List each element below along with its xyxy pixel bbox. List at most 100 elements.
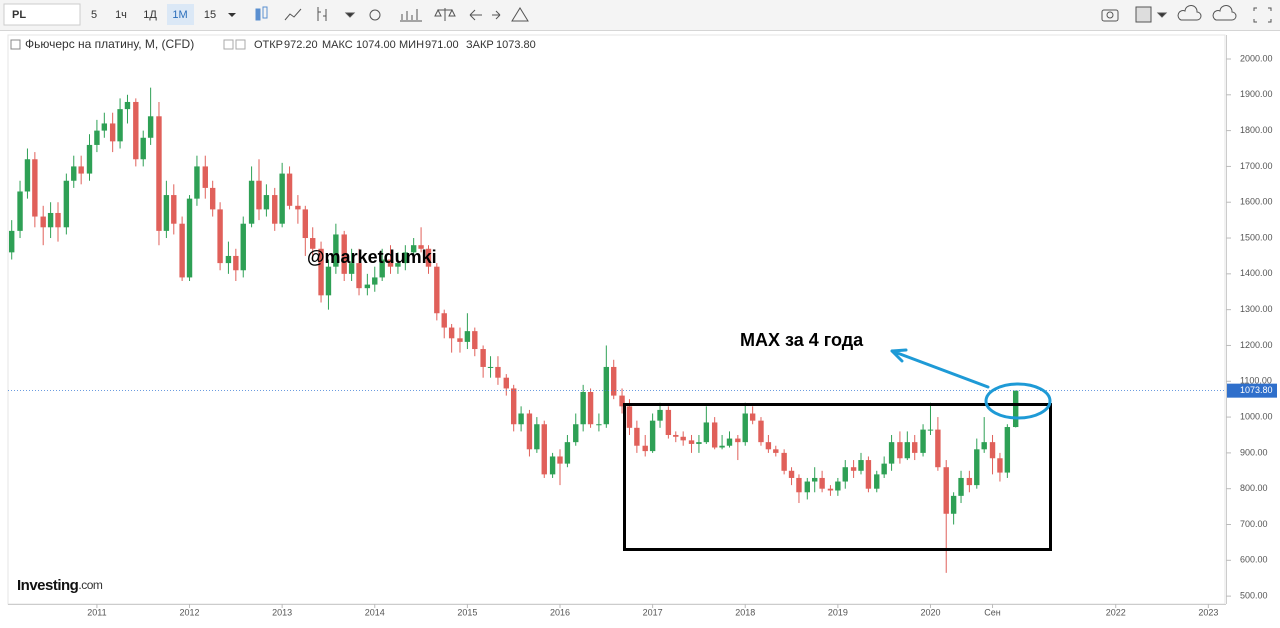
candle-body: [897, 442, 903, 459]
candle-body: [233, 255, 239, 271]
candle-body: [804, 481, 810, 493]
candle-body: [742, 413, 748, 443]
candle-body: [256, 180, 262, 210]
candle-body: [472, 331, 478, 350]
price-tag-label: 1073.80: [1240, 385, 1273, 395]
candle-body: [989, 442, 996, 459]
candle-body: [735, 438, 741, 443]
logo: Investing.com: [17, 577, 103, 594]
candle-body: [163, 195, 170, 231]
dropdown-icon[interactable]: [228, 13, 236, 17]
candle-body: [295, 205, 301, 210]
candle-body: [348, 263, 355, 274]
symbol[interactable]: PL: [12, 9, 26, 21]
ohlc-value: 972.20: [284, 39, 318, 51]
ohlc-value: 1073.80: [496, 39, 536, 51]
candle-body: [9, 230, 15, 253]
candle-body: [881, 463, 887, 475]
toolbar-icons: [255, 5, 1272, 23]
x-tick-label: 2017: [643, 607, 663, 617]
y-tick-label: 1200.00: [1240, 340, 1273, 350]
candle-body: [286, 173, 293, 206]
candle-body: [32, 159, 38, 217]
y-tick-label: 1800.00: [1240, 125, 1273, 135]
candle-body: [526, 413, 533, 450]
candle-body: [888, 442, 895, 464]
interval[interactable]: 1ч: [115, 9, 127, 21]
y-tick-label: 1600.00: [1240, 197, 1273, 207]
candle-body: [835, 481, 841, 491]
candle-body: [850, 467, 857, 471]
candle-body: [673, 434, 679, 437]
logo-name: Investing: [17, 577, 79, 594]
candle-body: [341, 234, 347, 274]
y-tick-label: 2000.00: [1240, 53, 1273, 63]
candle-body: [63, 180, 70, 228]
candle-body: [904, 442, 911, 459]
plot-frame: [7, 34, 1226, 605]
price-tag: [1227, 383, 1277, 398]
candle-body: [564, 442, 571, 464]
candle-body: [827, 488, 834, 491]
candle-body: [325, 266, 332, 296]
candle-body: [156, 116, 162, 231]
interval[interactable]: 15: [204, 9, 216, 21]
candle-body: [696, 442, 702, 444]
candle-body: [796, 477, 802, 493]
plot-area: 500.00 600.00 700.00 800.00 900.00 1000.00 110…: [8, 53, 1273, 617]
ohlc-label: МАКС: [322, 39, 353, 51]
ohlc-label: ОТКР: [254, 39, 283, 51]
candle-body: [40, 216, 46, 228]
candle-body: [425, 248, 432, 267]
logo-suffix: .com: [78, 578, 103, 592]
toolbar: [0, 0, 1280, 30]
candle-body: [101, 123, 108, 131]
candle-body: [387, 259, 394, 267]
candle-body: [318, 248, 324, 296]
interval[interactable]: 5: [91, 9, 97, 21]
candle-body: [865, 460, 872, 489]
arrow: [890, 348, 990, 389]
candle-body: [749, 413, 756, 421]
candle-body: [603, 366, 610, 425]
collapse-icon[interactable]: [10, 39, 21, 50]
candle-body: [788, 470, 795, 478]
watermark: @marketdumki: [307, 247, 437, 267]
candle-body: [842, 467, 848, 482]
candle-body: [194, 166, 200, 199]
candle-body: [240, 223, 246, 271]
candle-body: [71, 166, 77, 181]
candle-body: [703, 422, 710, 443]
candle-body: [665, 409, 672, 435]
candle-body: [225, 255, 232, 264]
interval[interactable]: 1Д: [143, 9, 157, 21]
candle-body: [441, 313, 447, 328]
candle-body: [765, 442, 772, 450]
candle-body: [302, 209, 309, 239]
candle-body: [680, 436, 686, 441]
candle-body: [997, 458, 1003, 473]
instrument-title: Фьючерс на платину, M, (CFD): [25, 37, 194, 51]
candle-body: [657, 409, 663, 421]
y-tick-label: 900.00: [1240, 447, 1268, 457]
candle-body: [587, 392, 594, 425]
x-tick-label: 2016: [550, 607, 570, 617]
candle-body: [580, 392, 586, 425]
candle-body: [356, 263, 362, 289]
candle-body: [912, 442, 918, 453]
x-tick-label: 2020: [920, 607, 940, 617]
candle-body: [758, 420, 764, 443]
candle-body: [109, 123, 116, 142]
candle-body: [55, 212, 61, 228]
candle-body: [140, 137, 146, 160]
candle-body: [619, 395, 625, 407]
x-tick-label: 2014: [365, 607, 385, 617]
candle-body: [549, 456, 556, 475]
candle-body: [372, 277, 378, 285]
ohlc-value: 1074.00: [356, 39, 396, 51]
symbol-box[interactable]: [3, 3, 81, 26]
interval[interactable]: 1М: [172, 9, 187, 21]
candle-body: [1004, 427, 1011, 473]
y-tick-label: 1100.00: [1240, 376, 1272, 386]
candle-body: [448, 327, 455, 339]
